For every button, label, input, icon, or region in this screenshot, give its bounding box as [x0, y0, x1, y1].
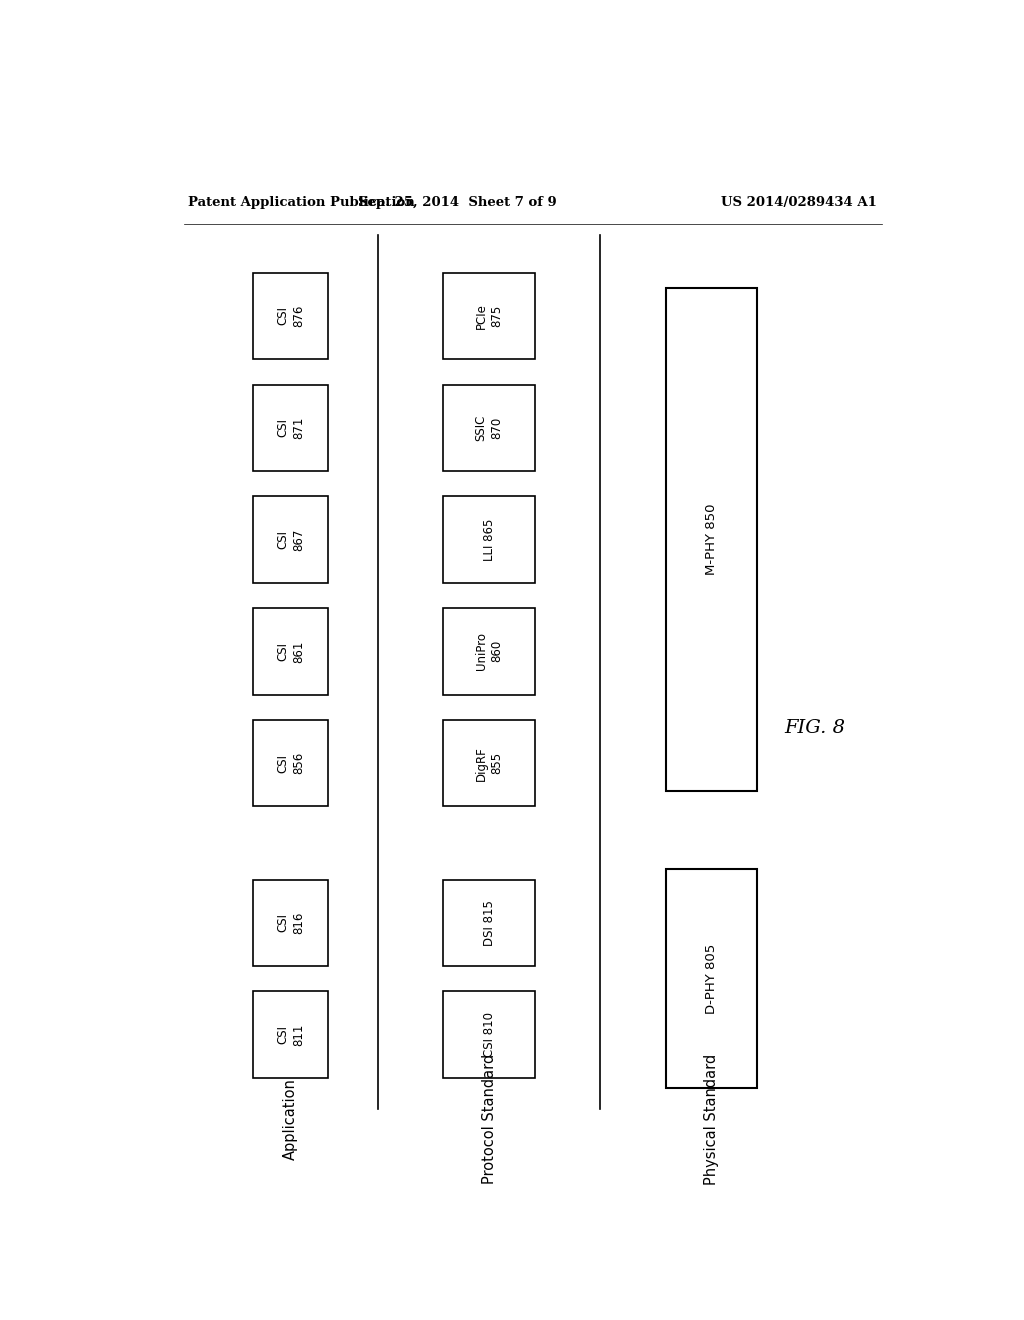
Text: CSI
867: CSI 867	[276, 528, 305, 550]
FancyBboxPatch shape	[443, 273, 535, 359]
Text: CSI
856: CSI 856	[276, 752, 305, 775]
Text: Physical Standard: Physical Standard	[703, 1053, 719, 1184]
Text: CSI
811: CSI 811	[276, 1023, 305, 1045]
FancyBboxPatch shape	[253, 496, 329, 582]
Text: CSI 810: CSI 810	[482, 1012, 496, 1057]
FancyBboxPatch shape	[666, 288, 757, 791]
Text: FIG. 8: FIG. 8	[784, 718, 845, 737]
Text: Patent Application Publication: Patent Application Publication	[187, 195, 415, 209]
FancyBboxPatch shape	[253, 991, 329, 1077]
Text: CSI
816: CSI 816	[276, 912, 305, 935]
FancyBboxPatch shape	[443, 496, 535, 582]
Text: PCIe
875: PCIe 875	[474, 304, 504, 329]
FancyBboxPatch shape	[253, 609, 329, 694]
Text: M-PHY 850: M-PHY 850	[705, 504, 718, 576]
FancyBboxPatch shape	[666, 870, 757, 1088]
Text: Protocol Standard: Protocol Standard	[481, 1053, 497, 1184]
Text: CSI
861: CSI 861	[276, 640, 305, 663]
Text: LLI 865: LLI 865	[482, 519, 496, 561]
FancyBboxPatch shape	[253, 384, 329, 471]
Text: Application: Application	[284, 1078, 298, 1160]
Text: CSI
876: CSI 876	[276, 305, 305, 327]
Text: US 2014/0289434 A1: US 2014/0289434 A1	[721, 195, 877, 209]
FancyBboxPatch shape	[443, 384, 535, 471]
Text: CSI
871: CSI 871	[276, 417, 305, 440]
Text: Sep. 25, 2014  Sheet 7 of 9: Sep. 25, 2014 Sheet 7 of 9	[358, 195, 557, 209]
FancyBboxPatch shape	[253, 719, 329, 807]
Text: SSIC
870: SSIC 870	[474, 414, 504, 441]
FancyBboxPatch shape	[443, 991, 535, 1077]
FancyBboxPatch shape	[253, 879, 329, 966]
FancyBboxPatch shape	[443, 609, 535, 694]
Text: D-PHY 805: D-PHY 805	[705, 944, 718, 1014]
FancyBboxPatch shape	[443, 719, 535, 807]
FancyBboxPatch shape	[443, 879, 535, 966]
Text: UniPro
860: UniPro 860	[474, 632, 504, 671]
FancyBboxPatch shape	[253, 273, 329, 359]
Text: DigRF
855: DigRF 855	[474, 746, 504, 780]
Text: DSI 815: DSI 815	[482, 900, 496, 945]
